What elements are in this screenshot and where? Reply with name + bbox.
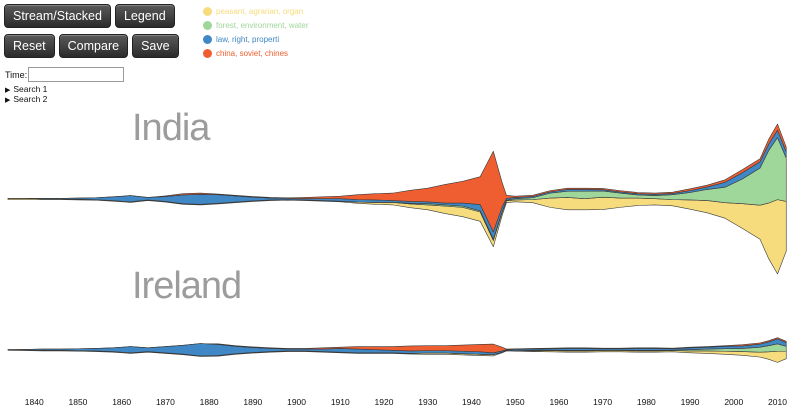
x-tick-label: 1870 bbox=[156, 397, 175, 407]
x-tick-label: 2010 bbox=[768, 397, 787, 407]
time-input[interactable] bbox=[28, 67, 125, 82]
x-axis: 1840 1850 1860 1870 1880 1890 1900 1910 1920 1930… bbox=[25, 397, 787, 407]
legend-item-peasant[interactable]: peasant, agrarian, organ bbox=[203, 4, 308, 18]
x-tick-label: 1840 bbox=[25, 397, 44, 407]
legend-label: law, right, properti bbox=[216, 34, 280, 44]
legend-label: china, soviet, chines bbox=[216, 48, 289, 58]
toolbar-row-2: Reset Compare Save bbox=[4, 34, 179, 58]
x-tick-label: 1890 bbox=[243, 397, 262, 407]
search-1-toggle[interactable]: ▶ Search 1 bbox=[5, 84, 47, 94]
legend-item-law[interactable]: law, right, properti bbox=[203, 32, 308, 46]
legend-item-china[interactable]: china, soviet, chines bbox=[203, 46, 308, 60]
search-2-toggle[interactable]: ▶ Search 2 bbox=[5, 94, 47, 104]
x-tick-label: 1880 bbox=[200, 397, 219, 407]
save-button[interactable]: Save bbox=[132, 34, 179, 58]
x-tick-label: 1860 bbox=[112, 397, 131, 407]
reset-button[interactable]: Reset bbox=[4, 34, 55, 58]
x-tick-label: 1940 bbox=[462, 397, 481, 407]
x-tick-label: 1920 bbox=[375, 397, 394, 407]
stream-layer-forest[interactable] bbox=[7, 137, 787, 241]
india-streamgraph bbox=[7, 123, 787, 275]
x-tick-label: 1990 bbox=[681, 397, 700, 407]
stream-stacked-button[interactable]: Stream/Stacked bbox=[4, 4, 111, 28]
legend-item-forest[interactable]: forest, environment, water bbox=[203, 18, 308, 32]
time-filter: Time: bbox=[5, 67, 125, 82]
x-tick-label: 1980 bbox=[637, 397, 656, 407]
compare-button[interactable]: Compare bbox=[58, 34, 129, 58]
legend-label: peasant, agrarian, organ bbox=[216, 6, 304, 16]
x-tick-label: 1930 bbox=[418, 397, 437, 407]
x-tick-label: 1970 bbox=[593, 397, 612, 407]
x-tick-label: 1900 bbox=[287, 397, 306, 407]
toolbar-row-1: Stream/Stacked Legend bbox=[4, 4, 175, 28]
legend-swatch bbox=[203, 34, 212, 44]
search-2-label: Search 2 bbox=[13, 94, 48, 104]
x-tick-label: 1960 bbox=[549, 397, 568, 407]
time-label: Time: bbox=[5, 69, 28, 80]
stream-layer-peasant[interactable] bbox=[7, 196, 787, 275]
search-1-label: Search 1 bbox=[13, 84, 48, 94]
ireland-label: Ireland bbox=[132, 265, 241, 307]
stream-layer-china[interactable] bbox=[7, 337, 787, 354]
x-tick-label: 1850 bbox=[68, 397, 87, 407]
india-label: India bbox=[132, 107, 211, 149]
x-tick-label: 2000 bbox=[724, 397, 743, 407]
x-tick-label: 1910 bbox=[331, 397, 350, 407]
ireland-streamgraph bbox=[7, 337, 787, 363]
x-tick-label: 1950 bbox=[506, 397, 525, 407]
legend-swatch bbox=[203, 20, 212, 30]
legend-button[interactable]: Legend bbox=[114, 4, 175, 28]
legend-label: forest, environment, water bbox=[216, 20, 309, 30]
legend-swatch bbox=[203, 48, 212, 58]
stream-layer-law[interactable] bbox=[7, 129, 787, 240]
legend: peasant, agrarian, organ forest, environ… bbox=[203, 4, 308, 60]
expand-triangle-icon: ▶ bbox=[5, 87, 11, 94]
legend-swatch bbox=[203, 6, 212, 16]
stream-layer-china[interactable] bbox=[7, 123, 787, 233]
expand-triangle-icon: ▶ bbox=[5, 97, 11, 104]
